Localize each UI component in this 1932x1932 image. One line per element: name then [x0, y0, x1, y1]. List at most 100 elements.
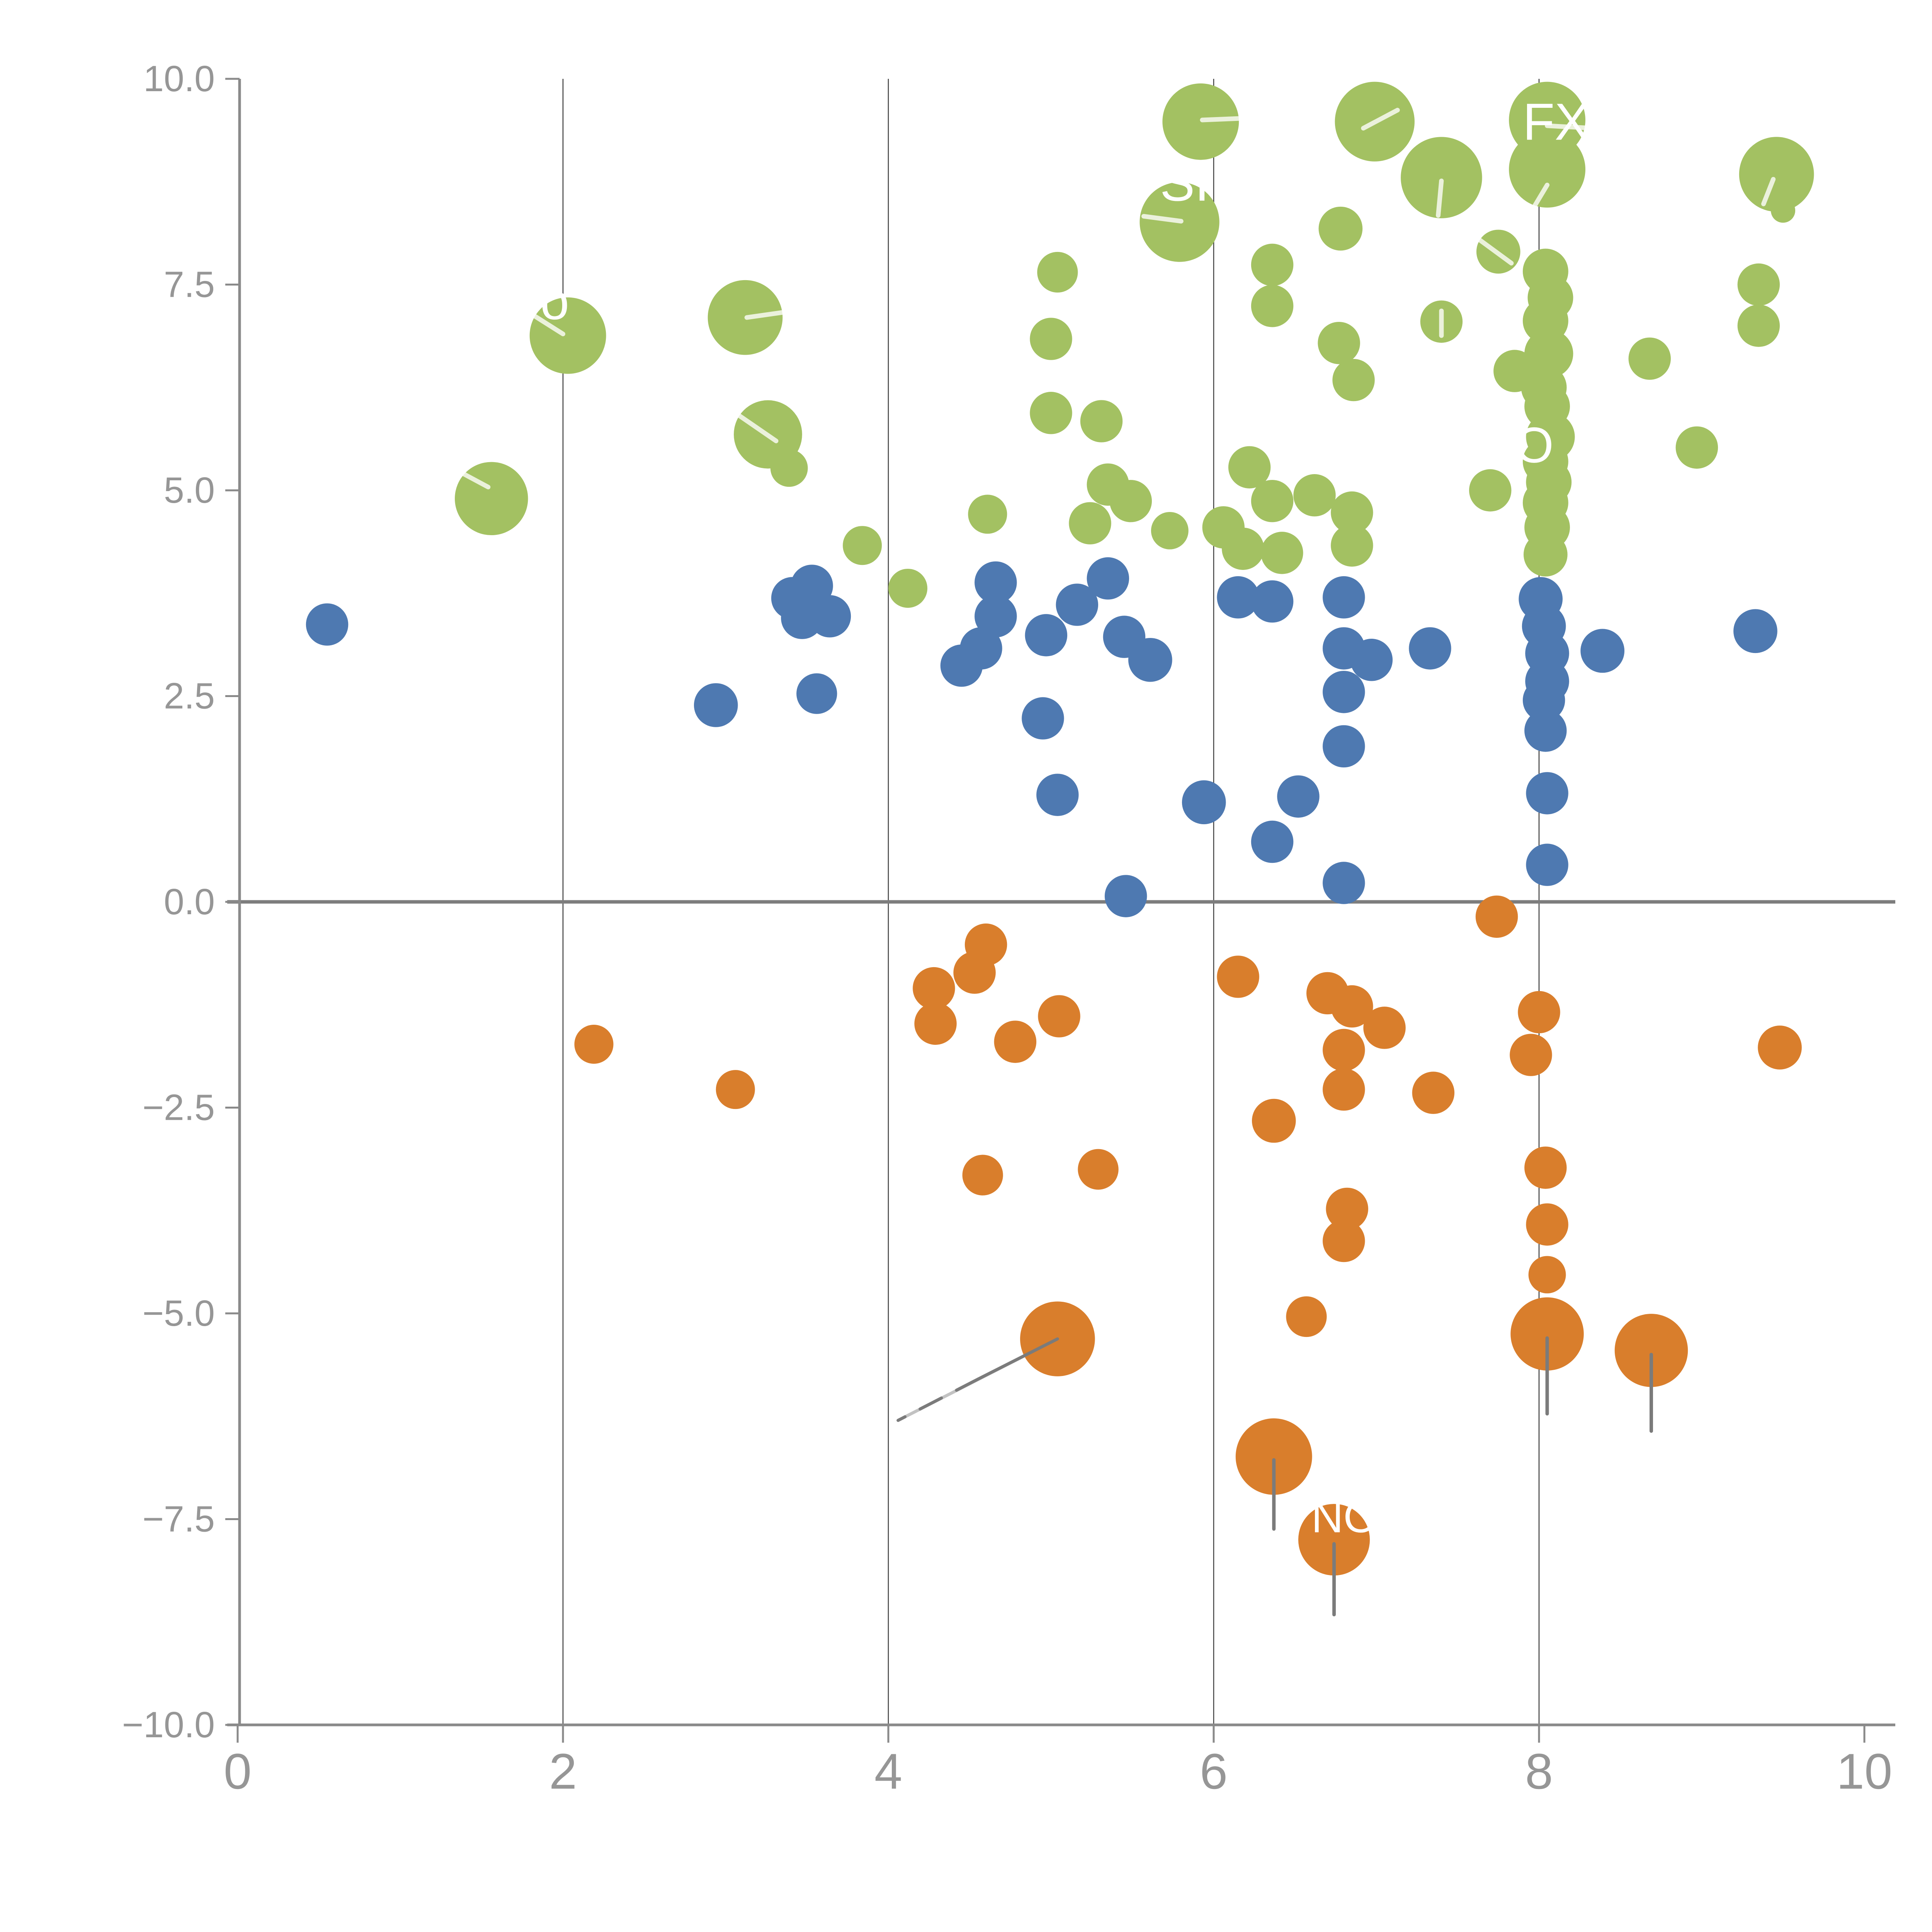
bubble-labels: FX SI o O NO [540, 93, 1589, 1542]
blue-group-bubble [1056, 583, 1099, 626]
bubble-label-o: O [1515, 417, 1554, 473]
green-group-bubble [1331, 491, 1373, 534]
orange-group-bubble [994, 1020, 1037, 1063]
white-leader-line [1141, 214, 1184, 224]
gray-stick-lines [896, 1336, 1653, 1617]
orange-group-bubble [953, 951, 996, 994]
blue-group-bubble [1323, 862, 1365, 904]
x-tick-label: 8 [1525, 1743, 1553, 1799]
x-tick-label: 10 [1837, 1743, 1893, 1799]
blue-group-bubble [1277, 775, 1320, 818]
white-leader-lines [458, 107, 1776, 490]
x-tick-label: 2 [549, 1743, 577, 1799]
green-group [455, 82, 1814, 608]
y-tick-label: −7.5 [142, 1499, 215, 1540]
green-group-bubble [1251, 480, 1294, 522]
green-group-bubble [1331, 524, 1373, 567]
blue-group-bubble [796, 673, 837, 714]
green-group-bubble [1151, 512, 1189, 549]
x-tick-label: 6 [1200, 1743, 1228, 1799]
bubble-label-o: o [540, 272, 569, 330]
orange-group-bubble [1510, 1034, 1552, 1076]
blue-group-bubble [975, 595, 1017, 638]
blue-group-bubble [791, 565, 833, 607]
blue-group-bubble [1104, 875, 1147, 917]
white-leader-line [733, 410, 779, 444]
green-group-bubble [1770, 198, 1796, 223]
orange-group-bubble [1524, 1146, 1567, 1189]
white-leader-line [1476, 237, 1514, 266]
green-group-bubble [888, 568, 928, 608]
white-leader-line [528, 311, 565, 337]
orange-group [574, 895, 1802, 1576]
white-leader-line [1435, 179, 1444, 218]
green-group-bubble [1318, 322, 1360, 364]
orange-group-bubble [1235, 1418, 1312, 1495]
blue-group-bubble [1251, 820, 1294, 863]
orange-group-bubble [1528, 1256, 1566, 1294]
green-group-bubble [1509, 131, 1585, 208]
blue-group-bubble [1526, 844, 1568, 886]
axes [225, 78, 1895, 1743]
orange-group-bubble [913, 967, 955, 1010]
blue-group-bubble [1103, 616, 1146, 658]
orange-group-bubble [1412, 1071, 1455, 1114]
green-group-bubble [1628, 337, 1671, 380]
white-leader-line [1528, 182, 1550, 215]
blue-group-bubble [1409, 627, 1451, 670]
green-group-bubble [1109, 480, 1152, 522]
orange-group-bubble [1217, 956, 1259, 998]
bubble-label-no: NO [1311, 1493, 1378, 1542]
blue-group-bubble [960, 627, 1002, 670]
orange-group-bubble [1286, 1296, 1327, 1337]
blue-group-bubble [1526, 772, 1568, 815]
orange-group-bubble [1323, 1219, 1365, 1262]
orange-group-bubble [1363, 1007, 1406, 1049]
green-group-bubble [770, 449, 808, 487]
blue-group-bubble [975, 561, 1017, 604]
y-tick-label: −2.5 [142, 1087, 215, 1128]
orange-group-bubble [1758, 1026, 1802, 1070]
green-group-bubble [1251, 285, 1294, 327]
orange-group-bubble [1038, 995, 1080, 1037]
leader-line-dashed [896, 1378, 980, 1422]
green-group-bubble [968, 495, 1007, 534]
green-group-bubble [1737, 304, 1780, 347]
y-tick-label: 10.0 [143, 58, 215, 99]
green-group-bubble [1401, 137, 1482, 218]
white-leader-line [458, 470, 491, 490]
y-tick-label: 7.5 [164, 264, 215, 305]
blue-group-bubble [1323, 725, 1365, 768]
blue-group-bubble [1025, 614, 1068, 656]
white-leader-line [744, 309, 790, 320]
blue-group-bubble [1251, 580, 1294, 623]
white-leader-line [1200, 116, 1245, 122]
orange-group-bubble [962, 1155, 1003, 1196]
green-group-bubble [1332, 359, 1375, 401]
blue-group-bubble [1733, 609, 1777, 653]
green-group-bubble [1739, 137, 1814, 212]
green-group-bubble [1524, 532, 1568, 577]
green-group-bubble [1069, 502, 1111, 544]
orange-group-bubble [716, 1070, 755, 1109]
green-group-bubble [1037, 252, 1078, 293]
green-group-bubble [1737, 263, 1780, 306]
x-tick-label: 0 [224, 1743, 252, 1799]
orange-group-bubble [1298, 1504, 1370, 1576]
blue-group-bubble [694, 683, 738, 727]
x-tick-label: 4 [874, 1743, 902, 1799]
blue-group-bubble [1036, 774, 1079, 816]
blue-group-bubble [1087, 557, 1129, 600]
blue-group-bubble [1524, 709, 1567, 752]
green-group-bubble [1318, 206, 1363, 251]
y-tick-label: −10.0 [122, 1704, 215, 1745]
green-group-bubble [1469, 469, 1512, 512]
orange-group-bubble [1614, 1314, 1688, 1387]
blue-group-bubble [808, 595, 851, 638]
blue-group [306, 557, 1777, 917]
white-leader-line [1545, 123, 1595, 131]
blue-group-bubble [1350, 639, 1393, 681]
blue-group-bubble [1580, 629, 1625, 673]
bubble-label-si: SI [1160, 153, 1209, 212]
